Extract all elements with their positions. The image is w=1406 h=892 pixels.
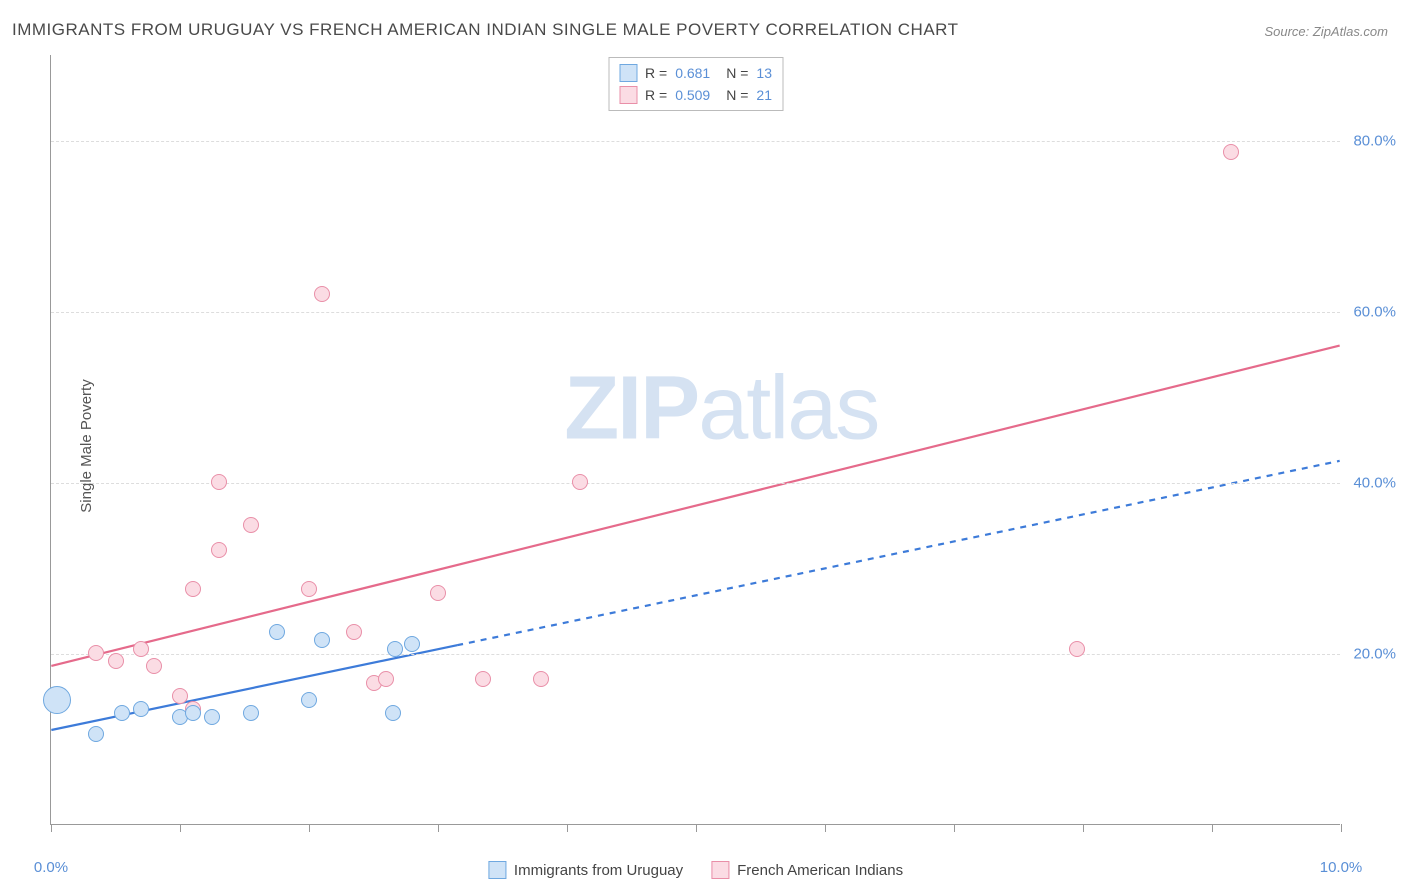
scatter-point-blue <box>133 701 149 717</box>
scatter-point-blue <box>385 705 401 721</box>
scatter-point-blue <box>404 636 420 652</box>
watermark-zip: ZIP <box>564 358 698 458</box>
r-value-pink: 0.509 <box>675 87 710 103</box>
scatter-point-pink <box>533 671 549 687</box>
n-label: N = <box>726 65 748 81</box>
source-label: Source: <box>1264 24 1312 39</box>
legend-item-pink: French American Indians <box>711 861 903 879</box>
source-attribution: Source: ZipAtlas.com <box>1264 24 1388 39</box>
y-tick-label: 40.0% <box>1353 474 1396 491</box>
swatch-blue-icon <box>488 861 506 879</box>
watermark-atlas: atlas <box>698 358 878 458</box>
correlation-legend: R = 0.681 N = 13 R = 0.509 N = 21 <box>608 57 783 111</box>
scatter-point-pink <box>172 688 188 704</box>
swatch-pink-icon <box>619 86 637 104</box>
scatter-point-pink <box>211 474 227 490</box>
x-tick <box>438 824 439 832</box>
scatter-point-pink <box>133 641 149 657</box>
scatter-point-blue <box>43 686 71 714</box>
series-legend: Immigrants from Uruguay French American … <box>488 861 903 879</box>
r-label: R = <box>645 65 667 81</box>
scatter-point-blue <box>243 705 259 721</box>
n-label: N = <box>726 87 748 103</box>
source-name: ZipAtlas.com <box>1313 24 1388 39</box>
scatter-point-pink <box>346 624 362 640</box>
scatter-point-pink <box>475 671 491 687</box>
x-tick <box>1341 824 1342 832</box>
scatter-point-blue <box>301 692 317 708</box>
scatter-point-blue <box>387 641 403 657</box>
y-tick-label: 20.0% <box>1353 645 1396 662</box>
y-tick-label: 60.0% <box>1353 303 1396 320</box>
scatter-point-pink <box>301 581 317 597</box>
legend-row-blue: R = 0.681 N = 13 <box>619 62 772 84</box>
scatter-point-blue <box>314 632 330 648</box>
scatter-point-pink <box>1069 641 1085 657</box>
x-tick <box>51 824 52 832</box>
y-tick-label: 80.0% <box>1353 132 1396 149</box>
swatch-pink-icon <box>711 861 729 879</box>
n-value-pink: 21 <box>756 87 772 103</box>
legend-row-pink: R = 0.509 N = 21 <box>619 84 772 106</box>
watermark: ZIPatlas <box>564 357 878 460</box>
scatter-point-blue <box>88 726 104 742</box>
x-tick <box>696 824 697 832</box>
scatter-point-pink <box>211 542 227 558</box>
x-tick <box>567 824 568 832</box>
gridline <box>51 141 1340 142</box>
scatter-point-pink <box>88 645 104 661</box>
x-tick <box>309 824 310 832</box>
x-tick <box>825 824 826 832</box>
scatter-point-pink <box>243 517 259 533</box>
series-label-blue: Immigrants from Uruguay <box>514 862 683 879</box>
r-label: R = <box>645 87 667 103</box>
x-tick <box>1212 824 1213 832</box>
x-tick-label: 10.0% <box>1320 859 1363 876</box>
scatter-point-blue <box>185 705 201 721</box>
x-tick <box>180 824 181 832</box>
gridline <box>51 483 1340 484</box>
gridline <box>51 654 1340 655</box>
x-tick <box>954 824 955 832</box>
scatter-point-blue <box>204 709 220 725</box>
scatter-point-pink <box>572 474 588 490</box>
x-tick-label: 0.0% <box>34 859 68 876</box>
scatter-point-pink <box>185 581 201 597</box>
x-tick <box>1083 824 1084 832</box>
scatter-point-pink <box>108 653 124 669</box>
scatter-point-pink <box>146 658 162 674</box>
scatter-point-pink <box>430 585 446 601</box>
scatter-point-blue <box>269 624 285 640</box>
scatter-point-pink <box>314 286 330 302</box>
scatter-point-pink <box>378 671 394 687</box>
plot-area: ZIPatlas R = 0.681 N = 13 R = 0.509 N = … <box>50 55 1340 825</box>
series-label-pink: French American Indians <box>737 862 903 879</box>
swatch-blue-icon <box>619 64 637 82</box>
scatter-point-blue <box>114 705 130 721</box>
chart-title: IMMIGRANTS FROM URUGUAY VS FRENCH AMERIC… <box>12 20 959 40</box>
scatter-point-pink <box>1223 144 1239 160</box>
n-value-blue: 13 <box>756 65 772 81</box>
legend-item-blue: Immigrants from Uruguay <box>488 861 683 879</box>
r-value-blue: 0.681 <box>675 65 710 81</box>
gridline <box>51 312 1340 313</box>
